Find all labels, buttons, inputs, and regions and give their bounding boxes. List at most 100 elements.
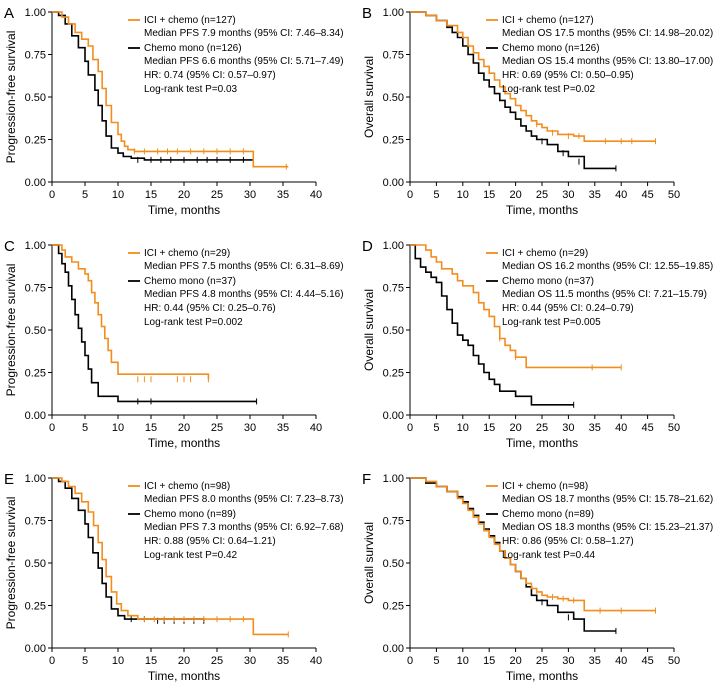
ici-chemo-curve (410, 11, 656, 142)
y-tick-label: 0.50 (25, 558, 46, 570)
y-tick-label: 0.50 (25, 92, 46, 104)
legend-ici-median: Median PFS 8.0 months (95% CI: 7.23–8.73… (144, 494, 344, 505)
x-tick-label: 15 (483, 189, 495, 201)
x-tick-label: 40 (615, 189, 627, 201)
x-tick-label: 20 (178, 422, 190, 434)
x-tick-label: 15 (145, 655, 157, 667)
legend-chemo-label: Chemo mono (n=89) (144, 509, 236, 520)
y-tick-label: 0.00 (25, 177, 46, 189)
panel-d: D 0 5 10 15 20 25 30 35 40 45 50 0.00 0.25 0.50 0.75 1.0… (358, 233, 716, 466)
x-tick-label: 40 (310, 655, 322, 667)
x-tick-label: 10 (457, 422, 469, 434)
km-chart-c: C 0 5 10 15 20 25 30 35 40 0.00 0.25 0.50 0.75 1.00 Tim… (4, 238, 344, 450)
x-tick-label: 30 (244, 422, 256, 434)
km-chart-f: F 0 5 10 15 20 25 30 35 40 45 50 0.00 0.25 0.50 0.75 1.0… (362, 471, 713, 683)
ici-chemo-curve (410, 244, 622, 369)
legend-pvalue: Log-rank test P=0.002 (144, 317, 243, 328)
x-tick-label: 50 (668, 189, 680, 201)
chemo-mono-curve (410, 244, 574, 406)
legend-hr: HR: 0.88 (95% CI: 0.64–1.21) (144, 536, 276, 547)
x-tick-label: 45 (641, 422, 653, 434)
panel-f: F 0 5 10 15 20 25 30 35 40 45 50 0.00 0.25 0.50 0.75 1.0… (358, 466, 716, 699)
x-tick-label: 35 (277, 655, 289, 667)
x-tick-label: 25 (536, 189, 548, 201)
legend-pvalue: Log-rank test P=0.02 (502, 84, 596, 95)
x-tick-label: 30 (562, 422, 574, 434)
y-tick-label: 1.00 (25, 240, 46, 252)
x-axis-label: Time, months (506, 436, 578, 450)
y-tick-label: 0.75 (25, 516, 46, 528)
legend-ici-median: Median PFS 7.5 months (95% CI: 6.31–8.69… (144, 261, 344, 272)
x-tick-label: 5 (433, 189, 439, 201)
x-tick-label: 15 (145, 189, 157, 201)
y-axis-label: Progression-free survival (4, 264, 18, 397)
panel-c: C 0 5 10 15 20 25 30 35 40 0.00 0.25 0.50 0.75 1.00 Tim… (0, 233, 358, 466)
x-tick-label: 30 (562, 655, 574, 667)
x-tick-label: 0 (49, 422, 55, 434)
y-tick-label: 0.25 (25, 135, 46, 147)
legend-chemo-label: Chemo mono (n=126) (144, 43, 242, 54)
x-tick-label: 15 (483, 422, 495, 434)
y-tick-label: 0.00 (383, 643, 404, 655)
y-tick-label: 1.00 (383, 7, 404, 19)
legend-ici-label: ICI + chemo (n=29) (502, 248, 588, 259)
y-tick-label: 0.75 (25, 283, 46, 295)
y-tick-label: 0.75 (383, 283, 404, 295)
y-tick-label: 0.00 (25, 410, 46, 422)
km-chart-a: A 0 5 10 15 20 25 30 35 40 0.00 0.25 0.50 0.75 1.00 Tim… (4, 5, 344, 217)
x-tick-label: 45 (641, 189, 653, 201)
legend-hr: HR: 0.74 (95% CI: 0.57–0.97) (144, 70, 276, 81)
legend-ici-label: ICI + chemo (n=127) (502, 15, 594, 26)
x-tick-label: 20 (509, 655, 521, 667)
legend-ici-label: ICI + chemo (n=29) (144, 248, 230, 259)
chemo-mono-curve (52, 244, 257, 403)
km-chart-e: E 0 5 10 15 20 25 30 35 40 0.00 0.25 0.50 0.75 1.00 Tim… (4, 471, 344, 683)
ici-chemo-curve (52, 11, 289, 168)
x-tick-label: 10 (457, 655, 469, 667)
x-tick-label: 35 (277, 422, 289, 434)
y-tick-label: 0.25 (25, 368, 46, 380)
y-tick-label: 0.25 (25, 601, 46, 613)
chemo-mono-curve (410, 11, 616, 170)
y-tick-label: 1.00 (383, 473, 404, 485)
x-tick-label: 10 (112, 422, 124, 434)
x-tick-label: 35 (589, 189, 601, 201)
y-tick-label: 0.25 (383, 368, 404, 380)
legend-chemo-label: Chemo mono (n=126) (502, 43, 600, 54)
y-tick-label: 0.75 (383, 516, 404, 528)
x-tick-label: 25 (211, 189, 223, 201)
x-tick-label: 35 (589, 422, 601, 434)
x-tick-label: 10 (112, 655, 124, 667)
y-tick-label: 1.00 (383, 240, 404, 252)
legend-chemo-label: Chemo mono (n=37) (502, 276, 594, 287)
y-axis-label: Progression-free survival (4, 31, 18, 164)
x-tick-label: 35 (589, 655, 601, 667)
panel-label: D (362, 238, 373, 255)
x-tick-label: 30 (562, 189, 574, 201)
legend-chemo-label: Chemo mono (n=37) (144, 276, 236, 287)
y-axis-label: Overall survival (362, 522, 376, 604)
legend-chemo-median: Median OS 11.5 months (95% CI: 7.21–15.7… (502, 289, 707, 300)
y-tick-label: 0.00 (383, 410, 404, 422)
y-axis-label: Overall survival (362, 289, 376, 371)
y-tick-label: 0.50 (383, 558, 404, 570)
legend-ici-median: Median PFS 7.9 months (95% CI: 7.46–8.34… (144, 28, 344, 39)
x-tick-label: 40 (615, 655, 627, 667)
x-tick-label: 5 (82, 422, 88, 434)
ici-chemo-curve (52, 244, 210, 380)
panel-a: A 0 5 10 15 20 25 30 35 40 0.00 0.25 0.50 0.75 1.00 Tim… (0, 0, 358, 233)
x-axis-label: Time, months (148, 436, 220, 450)
x-tick-label: 0 (49, 189, 55, 201)
x-tick-label: 0 (49, 655, 55, 667)
x-tick-label: 30 (244, 655, 256, 667)
y-axis-label: Progression-free survival (4, 497, 18, 630)
x-tick-label: 20 (509, 422, 521, 434)
x-axis-label: Time, months (506, 203, 578, 217)
y-tick-label: 0.00 (25, 643, 46, 655)
x-tick-label: 10 (457, 189, 469, 201)
y-tick-label: 0.25 (383, 601, 404, 613)
legend-hr: HR: 0.44 (95% CI: 0.25–0.76) (144, 303, 276, 314)
y-tick-label: 0.75 (25, 50, 46, 62)
x-tick-label: 20 (509, 189, 521, 201)
y-tick-label: 1.00 (25, 7, 46, 19)
